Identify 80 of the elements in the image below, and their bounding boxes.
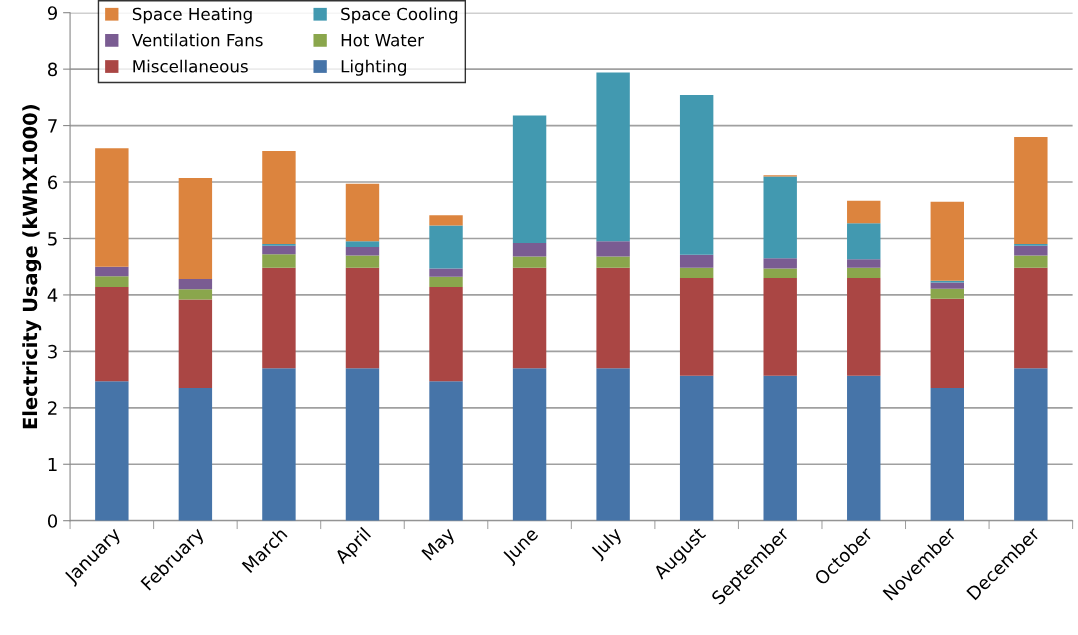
bar xyxy=(178,289,213,300)
bar xyxy=(345,183,380,242)
bar xyxy=(512,368,547,521)
y-tick-label: 3 xyxy=(48,344,57,359)
y-tick-label: 7 xyxy=(48,119,57,133)
bar xyxy=(178,299,213,389)
bar xyxy=(512,256,547,268)
bar xyxy=(679,375,714,521)
bar xyxy=(1014,136,1048,245)
bar xyxy=(429,381,463,521)
bar xyxy=(345,368,380,521)
bar xyxy=(512,242,547,257)
bar xyxy=(1014,245,1048,256)
bar xyxy=(345,267,380,369)
bar xyxy=(596,241,630,257)
bar xyxy=(930,388,964,521)
bar xyxy=(930,282,964,289)
bar xyxy=(429,287,463,382)
bar xyxy=(596,72,630,242)
bar xyxy=(262,150,296,245)
bar xyxy=(1014,267,1048,369)
bar xyxy=(262,245,296,255)
bar xyxy=(345,255,380,268)
y-tick-label: 4 xyxy=(47,288,58,302)
bar xyxy=(847,277,881,376)
bar xyxy=(1014,255,1048,268)
bar xyxy=(930,201,964,281)
bar xyxy=(763,277,797,376)
bar xyxy=(847,200,881,224)
bar xyxy=(847,223,881,260)
bar xyxy=(178,279,213,290)
bar xyxy=(512,267,547,369)
bar xyxy=(847,259,881,268)
legend-label: Ventilation Fans xyxy=(131,33,263,47)
bar xyxy=(930,298,964,389)
bar xyxy=(429,225,463,269)
bar xyxy=(512,115,547,243)
y-tick-label: 0 xyxy=(47,514,58,528)
bar xyxy=(178,388,213,521)
bar xyxy=(596,256,630,268)
bar xyxy=(763,258,797,269)
bar xyxy=(679,277,714,376)
bar xyxy=(763,176,797,259)
bar xyxy=(679,95,714,255)
bar xyxy=(429,276,463,288)
bar xyxy=(95,276,129,288)
y-tick-label: 8 xyxy=(48,62,58,77)
legend-label: Space Heating xyxy=(132,7,252,24)
bar xyxy=(930,288,964,299)
bar xyxy=(679,254,714,268)
bar xyxy=(95,148,129,267)
bar xyxy=(95,381,129,521)
bar xyxy=(679,267,714,278)
bar xyxy=(1014,368,1048,521)
bar xyxy=(847,267,881,278)
bar xyxy=(262,254,296,268)
bar xyxy=(262,267,296,369)
legend-label: Hot Water xyxy=(341,34,424,47)
bar xyxy=(596,368,630,521)
bar xyxy=(95,266,129,277)
y-tick-label: 2 xyxy=(48,401,57,415)
bar xyxy=(178,178,213,280)
bar xyxy=(429,268,463,277)
bar xyxy=(763,375,797,521)
legend-label: Space Cooling xyxy=(341,7,458,24)
y-tick-label: 6 xyxy=(48,175,58,190)
y-axis-title: Electricity Usage (kWhX1000) xyxy=(22,105,42,429)
y-tick-label: 1 xyxy=(48,457,57,472)
bar xyxy=(596,267,630,369)
y-tick-label: 9 xyxy=(47,6,57,20)
bar xyxy=(345,241,380,247)
legend-label: Lighting xyxy=(341,59,406,76)
y-tick-label: 5 xyxy=(48,232,57,246)
bar xyxy=(847,375,881,521)
bar xyxy=(345,246,380,256)
bar xyxy=(763,268,797,278)
bar xyxy=(95,287,129,382)
bar xyxy=(429,215,463,226)
legend-label: Miscellaneous xyxy=(133,59,248,73)
bar xyxy=(262,368,296,521)
